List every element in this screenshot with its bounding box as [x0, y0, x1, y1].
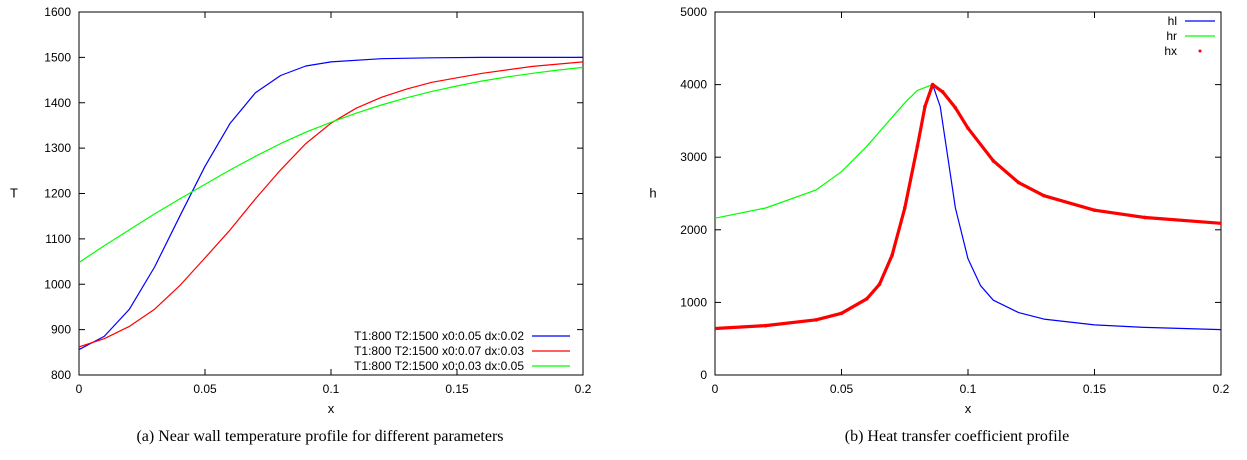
- chart-b-svg: 0 0.05 0.1 0.15 0.2 0 1000 2000 3000 4000 5000 x h hl…: [649, 5, 1230, 416]
- x-tick-label: 0.2: [1213, 382, 1230, 396]
- y-tick-label: 900: [51, 323, 71, 337]
- series-line-2: [79, 66, 583, 263]
- y-tick-label: 1000: [680, 295, 707, 309]
- data-point: [902, 206, 907, 210]
- x-tick-label: 0.1: [323, 382, 340, 396]
- plot-frame: [78, 11, 584, 376]
- legend-label: hr: [1166, 29, 1177, 43]
- y-tick-label: 800: [51, 368, 71, 382]
- x-tick-label: 0: [76, 382, 83, 396]
- data-point: [890, 253, 894, 258]
- data-point: [715, 326, 717, 331]
- x-axis-label: x: [328, 401, 335, 416]
- y-tick-label: 1500: [44, 50, 71, 64]
- data-point: [839, 311, 844, 316]
- data-point: [940, 90, 945, 94]
- data-point: [1219, 221, 1221, 226]
- x-tick-label: 0.05: [193, 382, 217, 396]
- data-point: [966, 126, 970, 130]
- x-axis-label: x: [965, 401, 972, 416]
- data-point: [1042, 193, 1046, 198]
- data-point: [1143, 215, 1147, 220]
- data-point: [877, 282, 882, 287]
- x-tick-label: 0.1: [960, 382, 977, 396]
- chart-a-svg: 0 0.05 0.1 0.15 0.2 800 900 1000 1100 1200 1300 140…: [10, 5, 592, 416]
- series-line-0: [79, 56, 583, 351]
- y-tick-label: 1300: [44, 141, 71, 155]
- x-tick-label: 0.2: [575, 382, 592, 396]
- x-tick-label: 0.15: [1083, 382, 1107, 396]
- legend-label: T1:800 T2:1500 x0:0.03 dx:0.05: [354, 359, 524, 373]
- y-tick-label: 1400: [44, 96, 71, 110]
- y-tick-label: 1200: [44, 187, 71, 201]
- legend-label: T1:800 T2:1500 x0:0.07 dx:0.03: [354, 344, 524, 358]
- chart-b-caption: (b) Heat transfer coefficient profile: [844, 428, 1070, 445]
- data-point: [915, 144, 920, 149]
- y-tick-label: 2000: [680, 223, 707, 237]
- data-point: [814, 318, 818, 322]
- y-tick-label: 1000: [44, 277, 71, 291]
- chart-a-caption: (a) Near wall temperature profile for di…: [136, 428, 504, 445]
- series-line-0: [715, 84, 1221, 331]
- chart-a: 0 0.05 0.1 0.15 0.2 800 900 1000 1100 1200 1300 140…: [0, 0, 620, 430]
- legend-label: T1:800 T2:1500 x0:0.05 dx:0.02: [354, 329, 524, 343]
- data-point: [1092, 208, 1097, 212]
- chart-b: 0 0.05 0.1 0.15 0.2 0 1000 2000 3000 4000 5000 x h hl…: [627, 0, 1247, 430]
- series-line-1: [715, 84, 1221, 224]
- x-tick-label: 0.05: [830, 382, 854, 396]
- series-hx-points: [715, 82, 1221, 331]
- data-point: [763, 323, 768, 328]
- y-tick-label: 4000: [680, 78, 707, 92]
- y-tick-label: 3000: [680, 150, 707, 164]
- y-tick-label: 0: [700, 368, 707, 382]
- series-hx-trace: [715, 83, 1221, 331]
- legend-label: hx: [1164, 44, 1177, 58]
- legend-swatch-point: [1198, 49, 1202, 53]
- y-axis-label: T: [10, 186, 18, 201]
- data-point: [865, 296, 869, 301]
- data-point: [930, 82, 935, 87]
- data-point: [923, 104, 927, 109]
- y-tick-label: 1600: [44, 5, 71, 19]
- x-tick-label: 0: [712, 382, 719, 396]
- legend-label: hl: [1168, 14, 1177, 28]
- series-line-1: [79, 61, 583, 348]
- y-tick-label: 1100: [45, 232, 71, 246]
- y-axis-label: h: [649, 186, 656, 201]
- data-point: [991, 159, 996, 163]
- x-tick-label: 0.15: [445, 382, 469, 396]
- y-tick-label: 5000: [680, 5, 707, 19]
- data-point: [953, 106, 958, 110]
- data-point: [1016, 180, 1021, 185]
- plot-frame: [714, 11, 1222, 376]
